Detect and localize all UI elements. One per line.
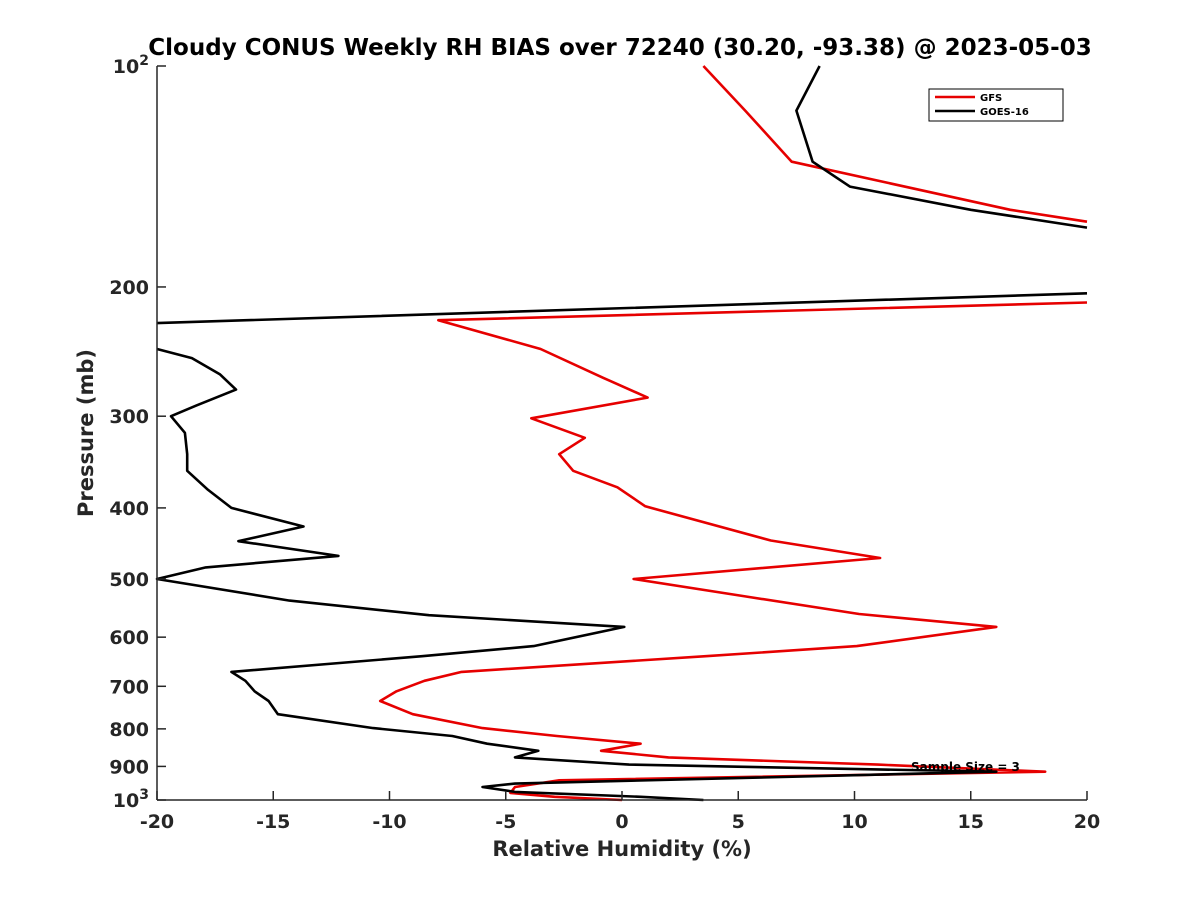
x-tick-label: -20 — [140, 811, 174, 833]
legend-label-gfs: GFS — [980, 93, 1002, 104]
x-tick-label: -10 — [372, 811, 406, 833]
y-axis-label: Pressure (mb) — [74, 349, 98, 517]
x-tick-label: -5 — [495, 811, 516, 833]
legend-label-goes16: GOES-16 — [980, 107, 1029, 118]
series-layer — [155, 65, 1088, 802]
y-tick-label: 103 — [113, 787, 149, 812]
y-tick-label: 900 — [109, 756, 149, 778]
series-line-goes-16 — [155, 65, 1088, 802]
y-tick-label: 700 — [109, 676, 149, 698]
y-axis-ticks: 102 200 300 400 500 600 700 800 900 103 — [109, 53, 166, 812]
sample-size-annotation: Sample Size = 3 — [911, 760, 1020, 774]
legend-box — [928, 88, 1064, 122]
y-tick-label: 102 — [113, 53, 149, 78]
x-axis-ticks: -20 -15 -10 -5 0 5 10 15 20 — [140, 791, 1100, 833]
y-tick-label: 600 — [109, 627, 149, 649]
chart-title: Cloudy CONUS Weekly RH BIAS over 72240 (… — [148, 35, 1091, 61]
x-tick-label: 5 — [732, 811, 745, 833]
y-tick-label: 400 — [109, 498, 149, 520]
x-tick-label: 10 — [841, 811, 867, 833]
y-tick-label: 800 — [109, 719, 149, 741]
y-tick-label: 300 — [109, 406, 149, 428]
x-axis-label: Relative Humidity (%) — [492, 837, 751, 861]
x-tick-label: 0 — [615, 811, 628, 833]
series-line-gfs — [378, 65, 1088, 802]
x-tick-label: -15 — [256, 811, 290, 833]
x-tick-label: 20 — [1074, 811, 1100, 833]
y-tick-label: 200 — [109, 277, 149, 299]
x-tick-label: 15 — [958, 811, 984, 833]
y-tick-label: 500 — [109, 569, 149, 591]
legend: GFS GOES-16 — [928, 88, 1064, 122]
